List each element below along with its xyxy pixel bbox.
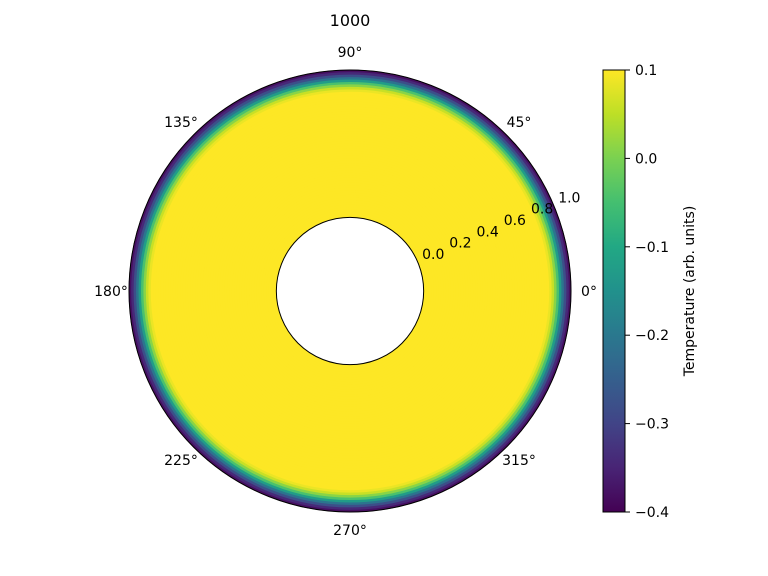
heatmap-ring	[258, 199, 442, 383]
heatmap-ring	[172, 113, 528, 469]
angular-tick-label: 135°	[164, 115, 198, 131]
colorbar-label: Temperature (arb. units)	[682, 206, 698, 378]
radial-tick-label: 1.0	[558, 190, 580, 206]
heatmap-ring	[217, 158, 483, 424]
heatmap-ring	[261, 202, 439, 380]
colorbar: −0.4 −0.3 −0.2 −0.1 0.0 0.1 Temperature (arb.…	[602, 63, 698, 521]
heatmap-ring	[153, 94, 547, 488]
heatmap-ring	[163, 104, 537, 478]
colorbar-gradient	[602, 69, 626, 513]
heatmap-ring	[192, 133, 508, 449]
angular-tick-label: 180°	[94, 284, 128, 300]
heatmap-ring	[155, 96, 545, 486]
heatmap-ring	[229, 170, 471, 412]
heatmap-ring	[175, 116, 525, 466]
angular-tick-label: 45°	[507, 115, 532, 131]
heatmap-ring	[202, 143, 498, 439]
heatmap-ring	[158, 99, 542, 483]
polar-axes: 0°45°90°135°180°225°270°315° 0.00.20.40.…	[94, 45, 597, 539]
heatmap-ring	[182, 123, 518, 459]
heatmap-ring	[207, 148, 493, 434]
heatmap-ring	[148, 89, 552, 493]
heatmap-ring	[271, 212, 429, 370]
radial-tick-label: 0.6	[504, 213, 526, 229]
radial-tick-label: 0.0	[422, 247, 444, 263]
heatmap-ring	[128, 69, 572, 513]
heatmap-ring	[136, 77, 564, 505]
heatmap-ring	[219, 160, 481, 422]
colorbar-tick-label: 0.1	[635, 63, 657, 79]
angular-tick-label: 90°	[338, 45, 363, 61]
heatmap-ring	[253, 194, 447, 388]
colorbar-tick-label: −0.4	[635, 505, 669, 521]
heatmap-ring	[145, 86, 555, 496]
radial-tick-label: 0.8	[531, 202, 553, 218]
heatmap-ring	[239, 180, 461, 402]
colorbar-tick-label: −0.2	[635, 328, 669, 344]
colorbar-tick-label: −0.3	[635, 417, 669, 433]
heatmap-ring	[212, 153, 488, 429]
heatmap-ring	[234, 175, 466, 407]
radial-tick-labels: 0.0 0.2 0.4 0.6 0.8 1.0	[422, 190, 580, 262]
angular-tick-label: 315°	[502, 453, 536, 469]
heatmap-ring	[199, 140, 501, 442]
heatmap-ring	[209, 150, 491, 432]
heatmap-ring	[133, 74, 567, 508]
angular-tick-label: 0°	[581, 284, 597, 300]
heatmap-ring	[263, 204, 437, 378]
heatmap-ring	[170, 111, 530, 471]
colorbar-tick-label: 0.0	[635, 151, 657, 167]
heatmap-ring	[167, 108, 533, 474]
heatmap-ring	[143, 84, 557, 498]
heatmap-ring	[177, 118, 523, 464]
heatmap-ring	[187, 128, 513, 454]
colorbar-tick-label: −0.1	[635, 240, 669, 256]
heatmap-ring	[131, 72, 569, 510]
heatmap-ring	[236, 177, 464, 405]
heatmap-ring	[256, 197, 444, 385]
heatmap-ring	[246, 187, 454, 395]
heatmap-ring	[244, 185, 456, 397]
heatmap-ring	[273, 214, 427, 368]
heatmap-ring	[231, 172, 469, 410]
heatmap-ring	[185, 126, 515, 456]
heatmap-ring	[224, 165, 476, 417]
heatmap-ring	[251, 192, 449, 390]
angular-tick-labels: 0° 45° 90° 135° 180° 225° 270° 315°	[94, 45, 597, 539]
colorbar-ticks: −0.4 −0.3 −0.2 −0.1 0.0 0.1	[625, 63, 669, 521]
radial-tick-label: 0.2	[449, 236, 471, 252]
heatmap-ring	[180, 121, 520, 461]
angular-tick-label: 225°	[164, 453, 198, 469]
polar-inner-spine	[275, 216, 425, 366]
heatmap-ring	[204, 145, 496, 437]
heatmap-ring	[222, 163, 478, 419]
heatmap-ring	[150, 91, 550, 491]
heatmap-ring	[165, 106, 535, 476]
heatmap-ring	[138, 79, 562, 503]
heatmap-rings	[128, 69, 572, 513]
heatmap-ring	[268, 209, 432, 373]
heatmap-ring	[190, 131, 510, 451]
heatmap-ring	[266, 207, 434, 375]
heatmap-ring	[194, 135, 506, 447]
angular-tick-label: 270°	[333, 523, 367, 539]
heatmap-ring	[249, 190, 451, 392]
heatmap-ring	[160, 101, 540, 481]
polar-outer-spine	[128, 69, 572, 513]
heatmap-ring	[197, 138, 503, 444]
heatmap-ring	[241, 182, 459, 400]
heatmap-ring	[140, 81, 560, 501]
radial-tick-label: 0.4	[477, 224, 499, 240]
heatmap-ring	[226, 167, 474, 415]
chart-title: 1000	[330, 11, 371, 30]
heatmap-ring	[214, 155, 486, 427]
